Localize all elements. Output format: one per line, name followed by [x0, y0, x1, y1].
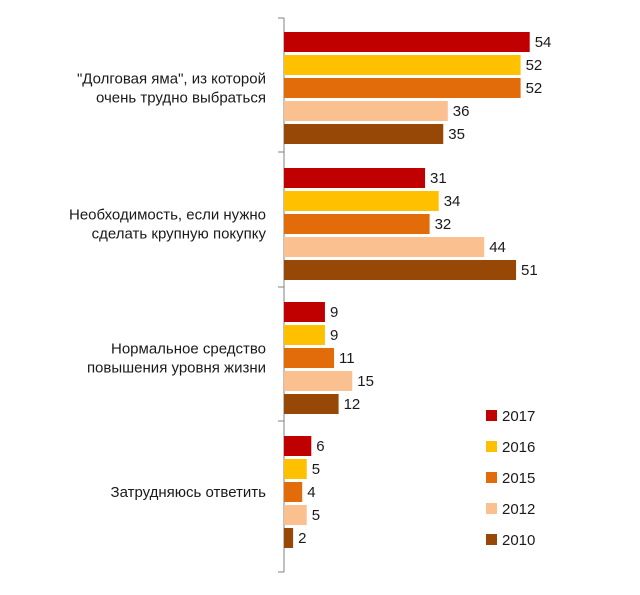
category-label: "Долговая яма", из которой [77, 71, 266, 88]
category-label: Затрудняюсь ответить [111, 484, 267, 501]
bar-2010-cat1 [284, 124, 444, 144]
category-label: повышения уровня жизни [87, 360, 266, 377]
bar-2015-cat1 [284, 78, 521, 98]
value-label: 9 [330, 327, 338, 344]
bar-2015-cat3 [284, 348, 335, 368]
legend-swatch-2012 [486, 503, 497, 514]
bar-2012-cat4 [284, 505, 307, 525]
bar-2012-cat2 [284, 237, 485, 257]
bar-2010-cat4 [284, 528, 294, 548]
value-label: 32 [435, 216, 452, 233]
value-label: 52 [526, 80, 543, 97]
value-label: 15 [357, 373, 374, 390]
bar-2012-cat3 [284, 371, 353, 391]
value-label: 51 [521, 262, 538, 279]
bar-2015-cat4 [284, 482, 303, 502]
value-label: 54 [535, 34, 552, 51]
legend-label-2012: 2012 [502, 501, 535, 518]
value-label: 31 [430, 170, 447, 187]
legend-label-2016: 2016 [502, 439, 535, 456]
bar-2017-cat1 [284, 32, 530, 52]
legend-swatch-2010 [486, 534, 497, 545]
legend-label-2015: 2015 [502, 470, 535, 487]
bar-2016-cat2 [284, 191, 439, 211]
legend-swatch-2017 [486, 410, 497, 421]
value-label: 2 [298, 530, 306, 547]
value-label: 44 [489, 239, 506, 256]
value-label: 36 [453, 103, 470, 120]
bar-2016-cat1 [284, 55, 521, 75]
value-label: 6 [316, 438, 324, 455]
value-label: 11 [339, 350, 355, 367]
legend-label-2017: 2017 [502, 408, 535, 425]
bar-2010-cat3 [284, 394, 339, 414]
category-label: Нормальное средство [111, 341, 266, 358]
bar-2017-cat4 [284, 436, 312, 456]
value-label: 52 [526, 57, 543, 74]
bar-2012-cat1 [284, 101, 448, 121]
category-label: Необходимость, если нужно [69, 207, 266, 224]
legend-label-2010: 2010 [502, 532, 535, 549]
bar-2010-cat2 [284, 260, 517, 280]
bar-2017-cat2 [284, 168, 426, 188]
category-label: сделать крупную покупку [92, 226, 267, 243]
category-label: очень трудно выбраться [96, 90, 266, 107]
value-label: 35 [448, 126, 465, 143]
value-label: 34 [444, 193, 461, 210]
legend-swatch-2016 [486, 441, 497, 452]
bar-2015-cat2 [284, 214, 430, 234]
legend-swatch-2015 [486, 472, 497, 483]
value-label: 9 [330, 304, 338, 321]
bar-2016-cat3 [284, 325, 325, 345]
value-label: 12 [344, 396, 361, 413]
bar-2017-cat3 [284, 302, 325, 322]
value-label: 5 [312, 461, 320, 478]
value-label: 4 [307, 484, 315, 501]
value-label: 5 [312, 507, 320, 524]
bar-2016-cat4 [284, 459, 307, 479]
